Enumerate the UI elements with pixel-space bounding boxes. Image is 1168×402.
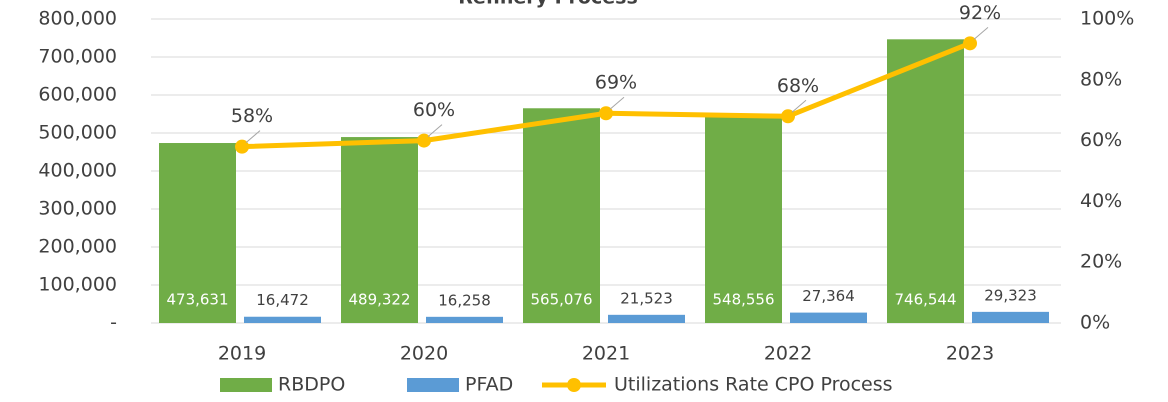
- y-tick-label: 700,000: [38, 46, 117, 68]
- line-point: [781, 109, 795, 124]
- line-point: [963, 36, 977, 51]
- bar: [608, 314, 685, 323]
- y2-tick-label: 80%: [1080, 68, 1122, 90]
- leader-line: [973, 26, 989, 40]
- legend-label: PFAD: [465, 374, 513, 396]
- leader-line: [609, 96, 625, 110]
- bar: [705, 114, 782, 323]
- x-tick-label: 2022: [764, 343, 812, 365]
- y-tick-label: -: [110, 312, 117, 334]
- y-tick-label: 400,000: [38, 160, 117, 182]
- y2-tick-label: 100%: [1080, 8, 1134, 30]
- leader-line: [245, 130, 261, 144]
- legend-label: RBDPO: [278, 374, 345, 396]
- x-tick-label: 2023: [946, 343, 994, 365]
- line-point: [417, 133, 431, 148]
- bar: [159, 143, 236, 323]
- data-label: 58%: [231, 105, 273, 127]
- data-label: 565,076: [530, 291, 592, 309]
- data-label: 60%: [413, 99, 455, 121]
- y-tick-label: 800,000: [38, 8, 117, 30]
- y-tick-label: 600,000: [38, 84, 117, 106]
- bar: [790, 312, 867, 323]
- legend-swatch: [567, 378, 581, 392]
- x-tick-label: 2020: [400, 343, 448, 365]
- data-label: 68%: [777, 75, 819, 97]
- line-point: [235, 139, 249, 154]
- y2-tick-label: 40%: [1080, 190, 1122, 212]
- bar: [523, 108, 600, 323]
- data-label: 29,323: [984, 286, 1037, 304]
- bar: [244, 316, 321, 323]
- data-label: 746,544: [894, 291, 956, 309]
- data-label: 27,364: [802, 287, 855, 305]
- y2-tick-label: 0%: [1080, 312, 1110, 334]
- data-label: 69%: [595, 72, 637, 94]
- y2-tick-label: 20%: [1080, 251, 1122, 273]
- legend-swatch: [407, 378, 459, 392]
- bar: [426, 316, 503, 323]
- bar: [887, 39, 964, 323]
- data-label: 16,472: [256, 291, 309, 309]
- y-tick-label: 500,000: [38, 122, 117, 144]
- y2-tick-label: 60%: [1080, 129, 1122, 151]
- data-label: 21,523: [620, 289, 673, 307]
- leader-line: [427, 124, 443, 137]
- legend-label: Utilizations Rate CPO Process: [614, 374, 893, 396]
- data-label: 548,556: [712, 291, 774, 309]
- y-tick-label: 300,000: [38, 198, 117, 220]
- x-tick-label: 2021: [582, 343, 630, 365]
- y-tick-label: 200,000: [38, 236, 117, 258]
- y-tick-label: 100,000: [38, 274, 117, 296]
- data-label: 16,258: [438, 291, 491, 309]
- line-point: [599, 106, 613, 121]
- leader-line: [791, 99, 807, 113]
- data-label: 92%: [959, 2, 1001, 24]
- data-label: 473,631: [166, 291, 228, 309]
- bar: [341, 137, 418, 323]
- chart-title: Refinery Process: [458, 0, 638, 9]
- data-label: 489,322: [348, 291, 410, 309]
- legend-swatch: [220, 378, 272, 392]
- bar: [972, 311, 1049, 323]
- x-tick-label: 2019: [218, 343, 266, 365]
